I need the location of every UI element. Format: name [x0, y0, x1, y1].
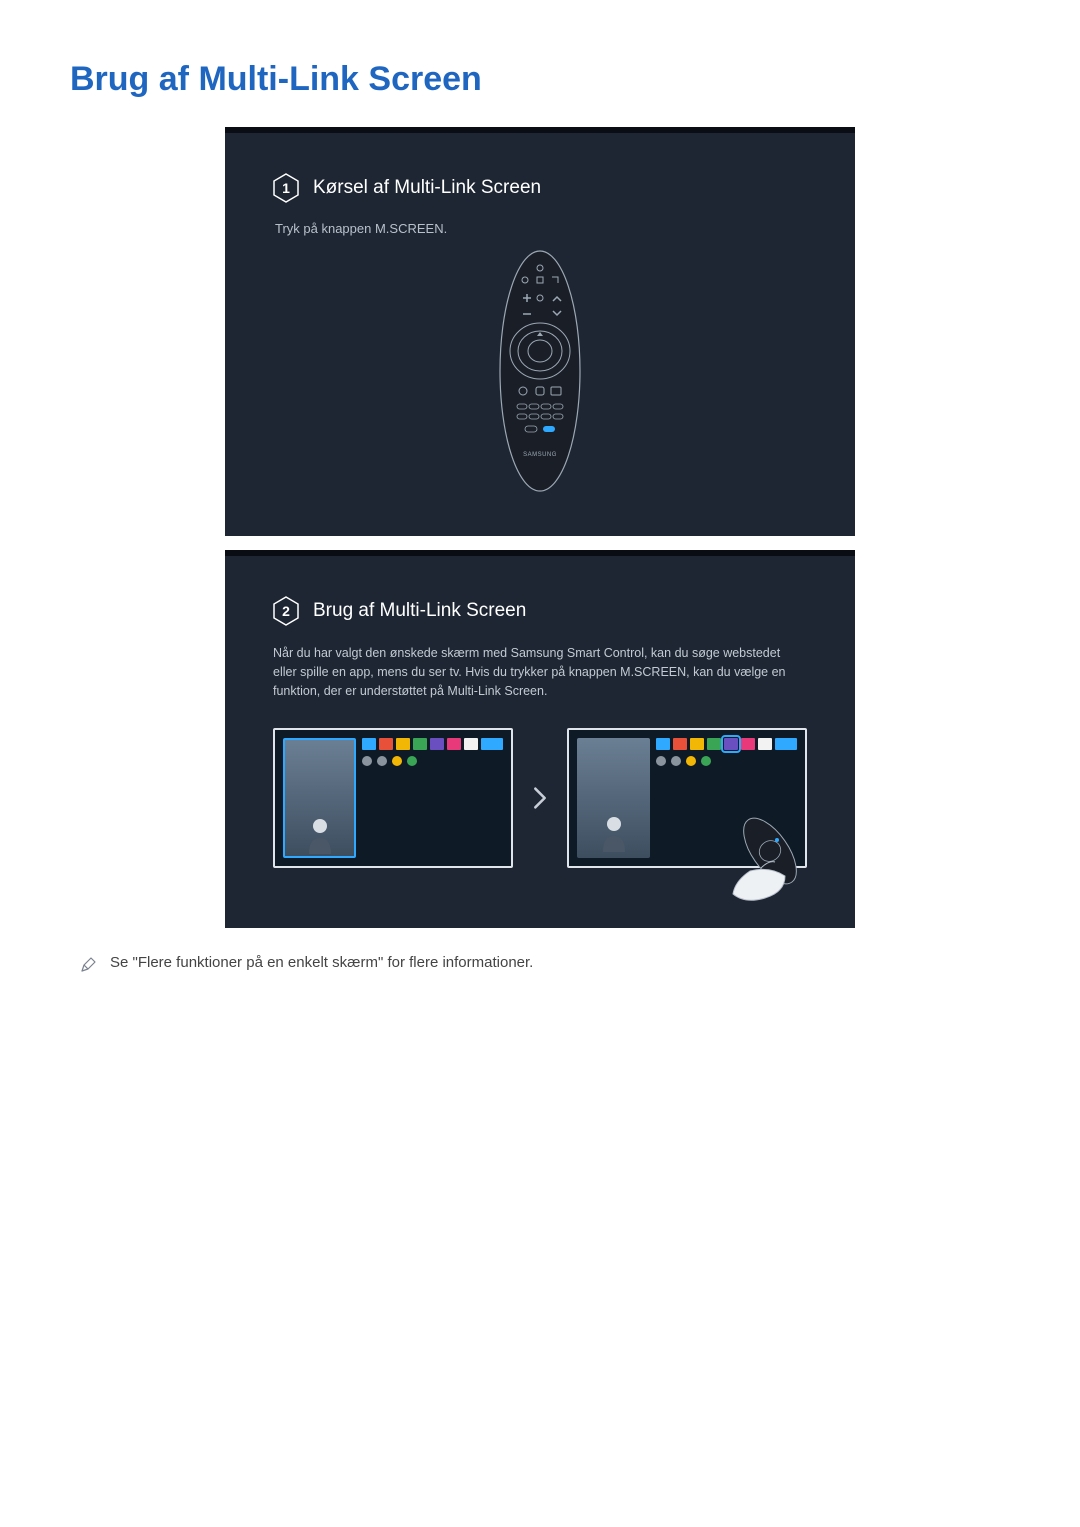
arrow-between: [523, 781, 557, 815]
app-tile-selected: [724, 738, 738, 750]
step2-number: 2: [282, 603, 290, 619]
app-tile: [707, 738, 721, 750]
person-icon: [599, 812, 629, 852]
svg-text:SAMSUNG: SAMSUNG: [523, 452, 557, 458]
app-tile-big: [775, 738, 797, 750]
tv-left-inner: [283, 738, 503, 858]
pencil-icon: [80, 957, 96, 973]
app-tile: [741, 738, 755, 750]
step1-title: Kørsel af Multi-Link Screen: [313, 177, 541, 199]
footer-text: Se "Flere funktioner på en enkelt skærm"…: [110, 954, 533, 971]
tv-right: [567, 728, 807, 868]
mini-icon-row: [362, 756, 503, 766]
app-tile: [673, 738, 687, 750]
step2-header: 2 Brug af Multi-Link Screen: [273, 596, 807, 626]
step1-panel: 1 Kørsel af Multi-Link Screen Tryk på kn…: [225, 127, 855, 536]
app-tile: [396, 738, 410, 750]
app-row: [362, 738, 503, 750]
app-tile: [362, 738, 376, 750]
step2-panel: 2 Brug af Multi-Link Screen Når du har v…: [225, 550, 855, 928]
page-title: Brug af Multi-Link Screen: [70, 60, 1010, 99]
step1-hexagon: 1: [273, 173, 299, 203]
app-tile: [464, 738, 478, 750]
mini-icon: [362, 756, 372, 766]
step1-subtext: Tryk på knappen M.SCREEN.: [275, 221, 807, 236]
chevron-right-icon: [526, 784, 554, 812]
tv-left-videopane-selected: [283, 738, 356, 858]
step1-number: 1: [282, 180, 290, 196]
mini-icon: [392, 756, 402, 766]
tv-left-apppane: [362, 738, 503, 858]
app-tile: [413, 738, 427, 750]
tv-left: [273, 728, 513, 868]
person-icon: [305, 814, 335, 854]
footer-note: Se "Flere funktioner på en enkelt skærm"…: [80, 954, 1010, 973]
app-tile: [758, 738, 772, 750]
screens-row: [273, 728, 807, 868]
app-tile: [430, 738, 444, 750]
page-title-text: Brug af Multi-Link Screen: [70, 60, 482, 98]
tv-right-videopane: [577, 738, 650, 858]
mini-icon: [686, 756, 696, 766]
mini-icon: [656, 756, 666, 766]
remote-illustration-wrap: SAMSUNG: [273, 246, 807, 496]
mini-icon: [671, 756, 681, 766]
app-tile-big: [481, 738, 503, 750]
step2-hexagon: 2: [273, 596, 299, 626]
app-tile: [379, 738, 393, 750]
mini-icon: [377, 756, 387, 766]
app-tile: [447, 738, 461, 750]
mini-icon: [701, 756, 711, 766]
mini-icon-row: [656, 756, 797, 766]
step2-title: Brug af Multi-Link Screen: [313, 600, 526, 622]
step2-body: Når du har valgt den ønskede skærm med S…: [273, 644, 807, 700]
step1-header: 1 Kørsel af Multi-Link Screen: [273, 173, 807, 203]
mini-icon: [407, 756, 417, 766]
hand-remote-illustration: [715, 816, 825, 906]
remote-illustration: SAMSUNG: [495, 246, 585, 496]
app-row: [656, 738, 797, 750]
app-tile: [656, 738, 670, 750]
app-tile: [690, 738, 704, 750]
